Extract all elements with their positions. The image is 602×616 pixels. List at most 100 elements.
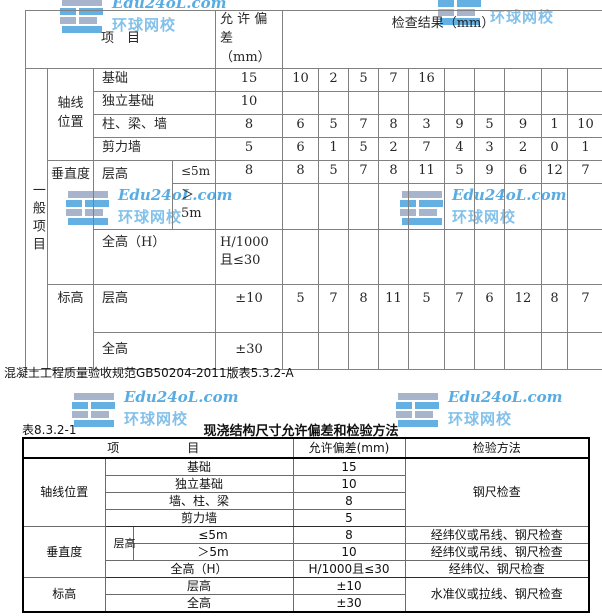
result-cell: 0 [542, 137, 568, 160]
table1-header-row: 项 目 允 许 偏 差 （mm） 检查结果（mm） [26, 11, 602, 69]
subitem-label: 柱、梁、墙 [94, 114, 216, 137]
header-tolerance-line3: （mm） [220, 49, 280, 68]
result-cell: 1 [568, 137, 602, 160]
result-cell [505, 229, 542, 284]
tolerance-value: ±30 [293, 595, 405, 613]
tolerance-value: 10 [293, 476, 405, 493]
header-item: 项 目 [26, 11, 216, 69]
result-cell [409, 229, 445, 284]
result-cell: 9 [445, 114, 475, 137]
result-cell: 7 [349, 114, 379, 137]
result-cell [568, 229, 602, 284]
header-method: 检验方法 [405, 438, 589, 458]
result-cell: 5 [319, 160, 349, 183]
result-cell: 6 [475, 284, 505, 332]
header-results: 检查结果（mm） [283, 11, 602, 69]
subitem-condition: ＞5m [173, 183, 216, 229]
header-item: 项目 [23, 438, 293, 458]
tolerance-value: ±10 [216, 284, 283, 332]
result-cell: 1 [319, 137, 349, 160]
result-cell: 2 [319, 68, 349, 91]
result-cell: 12 [542, 160, 568, 183]
result-cell: 1 [542, 114, 568, 137]
tolerance-value: 5 [216, 137, 283, 160]
result-cell: 5 [445, 160, 475, 183]
tolerance-value: 15 [293, 458, 405, 476]
result-cell: 6 [505, 160, 542, 183]
tolerance-value: 8 [293, 527, 405, 544]
watermark-english: Edu24oL.com [490, 0, 602, 4]
table1-row: 垂直度 层高 ≤5m 8 8 5 7 8 11 5 9 6 12 7 [26, 160, 602, 183]
table2-row: 轴线位置 基础 15 钢尺检查 [23, 458, 589, 476]
tolerance-value: 8 [216, 160, 283, 183]
subitem-condition: ＞5m [133, 544, 293, 561]
result-cell: 3 [475, 137, 505, 160]
result-cell: 7 [349, 160, 379, 183]
result-cell [445, 183, 475, 229]
result-cell: 7 [568, 160, 602, 183]
category-elevation: 标高 [23, 578, 105, 613]
table1: 项 目 允 许 偏 差 （mm） 检查结果（mm） 一般项目 轴线 位置 基础 … [25, 10, 602, 370]
result-cell [409, 91, 445, 114]
watermark-english: Edu24oL.com [124, 388, 239, 406]
result-cell [542, 183, 568, 229]
tolerance-value: 8 [216, 114, 283, 137]
subitem-storey-height: 层高 [94, 160, 173, 229]
result-cell [568, 68, 602, 91]
result-cell [505, 91, 542, 114]
inspection-method: 经纬仪或吊线、钢尺检查 [405, 544, 589, 561]
table1-row: 标高 层高 ±10 5 7 8 11 5 7 6 12 8 7 [26, 284, 602, 332]
category-line1: 轴线 [50, 95, 91, 114]
result-cell [319, 183, 349, 229]
table1-row: 剪力墙 5 6 1 5 2 7 4 3 2 0 1 [26, 137, 602, 160]
table2-row: 标高 层高 ±10 水准仪或拉线、钢尺检查 [23, 578, 589, 595]
result-cell: 5 [409, 284, 445, 332]
result-cell [445, 68, 475, 91]
tolerance-value: 5 [293, 510, 405, 527]
category-axis-position: 轴线 位置 [48, 68, 94, 160]
result-cell [283, 229, 319, 284]
subitem-label: 墙、柱、梁 [105, 493, 293, 510]
table1-source-caption: 混凝土工程质量验收规范GB50204-2011版表5.3.2-A [4, 364, 294, 381]
subitem-label: 独立基础 [94, 91, 216, 114]
result-cell [445, 229, 475, 284]
result-cell: 5 [319, 114, 349, 137]
result-cell: 9 [475, 160, 505, 183]
tolerance-value: ±10 [293, 578, 405, 595]
result-cell: 7 [409, 137, 445, 160]
subitem-label: 独立基础 [105, 476, 293, 493]
subitem-condition: ≤5m [173, 160, 216, 183]
result-cell [475, 229, 505, 284]
header-tolerance: 允 许 偏 差 （mm） [216, 11, 283, 69]
subitem-storey-height: 层高 [105, 527, 133, 561]
result-cell [475, 183, 505, 229]
result-cell [445, 91, 475, 114]
subitem-total-height: 全高（H） [94, 229, 216, 284]
subitem-condition: ≤5m [133, 527, 293, 544]
result-cell: 10 [568, 114, 602, 137]
result-cell [409, 332, 445, 369]
result-cell: 5 [349, 137, 379, 160]
result-cell: 8 [349, 284, 379, 332]
subitem-label: 剪力墙 [94, 137, 216, 160]
inspection-method: 水准仪或拉线、钢尺检查 [405, 578, 589, 613]
subitem-storey-height-label: 层高 [114, 538, 125, 549]
result-cell [542, 68, 568, 91]
result-cell [379, 332, 409, 369]
result-cell: 5 [283, 284, 319, 332]
watermark-english: Edu24oL.com [448, 388, 563, 406]
tolerance-value: 10 [216, 91, 283, 114]
tolerance-value: H/1000且≤30 [293, 561, 405, 578]
subitem-label: 全高 [105, 595, 293, 613]
result-cell: 3 [409, 114, 445, 137]
result-cell [542, 229, 568, 284]
subitem-label: 基础 [94, 68, 216, 91]
result-cell [379, 183, 409, 229]
result-cell [505, 332, 542, 369]
subitem-label: 层高 [105, 578, 293, 595]
result-cell [283, 183, 319, 229]
subitem-total-height: 全高（H） [105, 561, 293, 578]
result-cell: 7 [319, 284, 349, 332]
table2: 项目 允许偏差(mm) 检验方法 轴线位置 基础 15 钢尺检查 独立基础 10… [22, 437, 590, 613]
result-cell: 8 [379, 114, 409, 137]
